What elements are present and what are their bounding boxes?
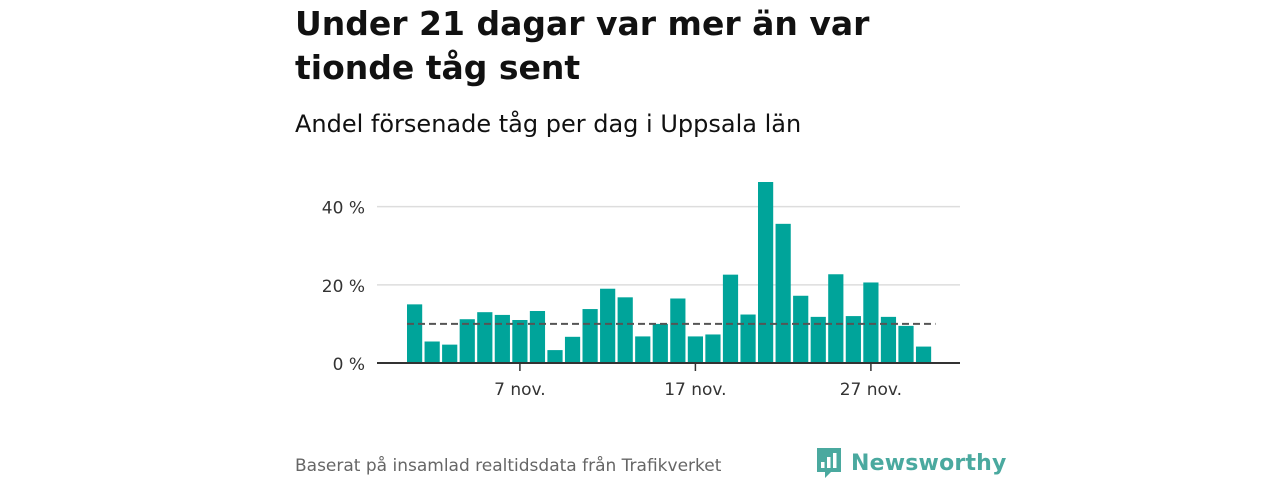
- bar: [880, 316, 897, 363]
- newsworthy-logo-icon: [817, 448, 841, 478]
- y-tick-label: 20 %: [322, 277, 365, 297]
- x-tick-label: 7 nov.: [494, 380, 546, 400]
- bar: [529, 311, 546, 363]
- grid-layer: [377, 205, 960, 286]
- bar: [687, 336, 703, 363]
- bar: [564, 336, 581, 363]
- source-note: Baserat på insamlad realtidsdata från Tr…: [295, 456, 722, 476]
- bar: [600, 288, 616, 363]
- axis-layer: 0 % 20 % 40 % 7 nov. 17 nov. 27 nov.: [322, 199, 960, 400]
- bar-layer: [407, 182, 932, 363]
- bar: [582, 309, 598, 363]
- y-tick-label: 0 %: [333, 355, 365, 375]
- bar: [898, 325, 914, 363]
- bar: [547, 350, 563, 363]
- bar: [828, 274, 844, 363]
- bar-chart: 0 % 20 % 40 % 7 nov. 17 nov. 27 nov.: [322, 182, 960, 400]
- bar: [863, 282, 879, 363]
- bar: [407, 304, 423, 363]
- bar: [670, 298, 686, 363]
- brand-logo[interactable]: Newsworthy: [815, 446, 1007, 480]
- bar: [915, 346, 932, 363]
- chart-subtitle: Andel försenade tåg per dag i Uppsala lä…: [295, 110, 802, 138]
- bar: [758, 182, 774, 363]
- bar: [845, 316, 861, 363]
- bar: [477, 312, 493, 363]
- chart-card: Under 21 dagar var mer än var tionde tåg…: [295, 0, 1006, 480]
- bar: [512, 319, 528, 363]
- bar: [652, 323, 668, 363]
- bar: [442, 344, 458, 363]
- bar: [810, 316, 826, 363]
- bar: [424, 341, 440, 363]
- chart-title: Under 21 dagar var mer än var tionde tåg…: [295, 4, 870, 87]
- brand-name: Newsworthy: [851, 450, 1007, 476]
- bar: [705, 334, 721, 363]
- x-tick-label: 27 nov.: [840, 380, 902, 400]
- bar: [793, 295, 809, 363]
- y-tick-label: 40 %: [322, 199, 365, 219]
- bar: [494, 314, 510, 363]
- bar: [617, 297, 633, 363]
- bar: [775, 223, 791, 363]
- bar: [740, 314, 756, 363]
- bar: [722, 274, 739, 363]
- bar: [635, 336, 651, 363]
- bar: [459, 319, 475, 363]
- x-tick-label: 17 nov.: [664, 380, 726, 400]
